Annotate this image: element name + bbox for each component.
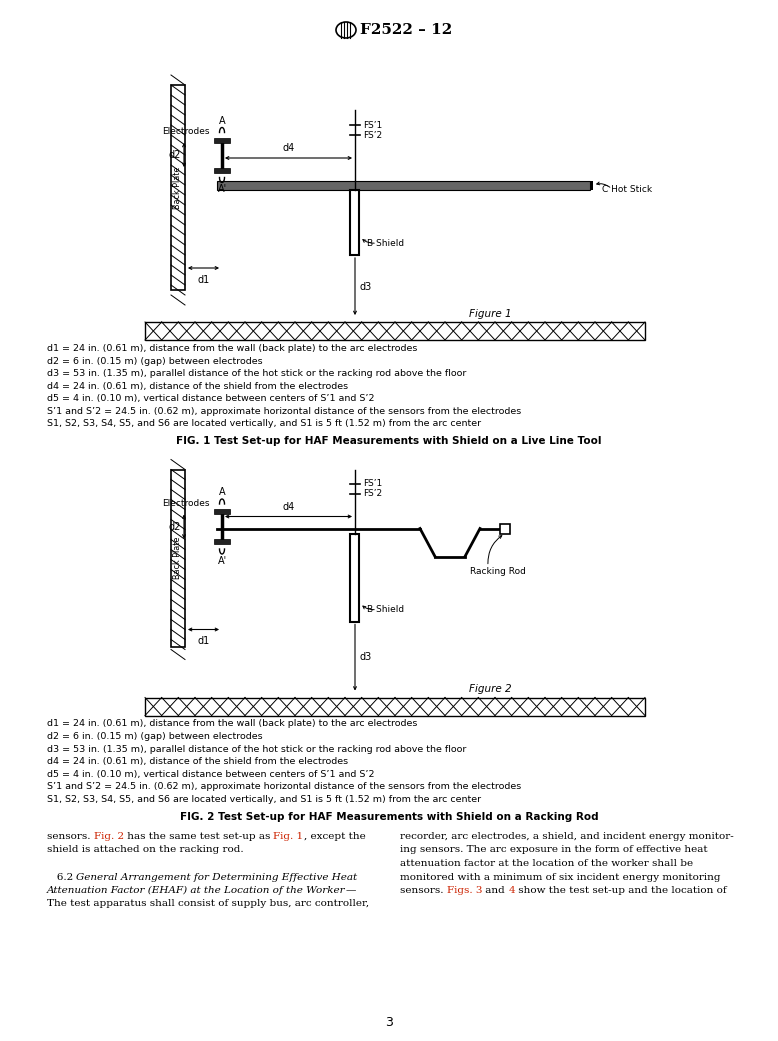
Bar [351, 533, 359, 621]
Text: Back Plate: Back Plate [173, 537, 183, 579]
Text: FIG. 2 Test Set-up for HAF Measurements with Shield on a Racking Rod: FIG. 2 Test Set-up for HAF Measurements … [180, 812, 598, 822]
Text: Figs. 3: Figs. 3 [447, 886, 482, 895]
Text: —: — [345, 886, 356, 895]
Text: General Arrangement for Determining Effective Heat: General Arrangement for Determining Effe… [76, 872, 358, 882]
Text: recorder, arc electrodes, a shield, and incident energy monitor-: recorder, arc electrodes, a shield, and … [400, 832, 734, 841]
Text: A: A [219, 487, 226, 497]
Text: Electrodes: Electrodes [163, 127, 210, 136]
Text: d2: d2 [169, 522, 181, 532]
Text: attenuation factor at the location of the worker shall be: attenuation factor at the location of th… [400, 859, 693, 868]
Text: Electrodes: Electrodes [163, 499, 210, 508]
Text: and: and [482, 886, 508, 895]
Text: FS’2: FS’2 [363, 489, 382, 498]
Text: FS’1: FS’1 [363, 479, 382, 488]
Text: d4: d4 [282, 502, 295, 511]
Text: Fig. 1: Fig. 1 [274, 832, 303, 841]
Text: d3: d3 [360, 653, 372, 662]
Text: d3 = 53 in. (1.35 m), parallel distance of the hot stick or the racking rod abov: d3 = 53 in. (1.35 m), parallel distance … [47, 744, 466, 754]
Text: 4: 4 [508, 886, 515, 895]
Text: sensors.: sensors. [47, 832, 94, 841]
Text: B Shield: B Shield [367, 605, 404, 614]
Text: 3: 3 [385, 1016, 393, 1029]
Text: B Shield: B Shield [367, 238, 404, 248]
Bar [214, 539, 230, 544]
Text: FS’2: FS’2 [363, 130, 382, 139]
Text: d2 = 6 in. (0.15 m) (gap) between electrodes: d2 = 6 in. (0.15 m) (gap) between electr… [47, 732, 263, 741]
Text: d4: d4 [282, 143, 295, 153]
Text: d1 = 24 in. (0.61 m), distance from the wall (back plate) to the arc electrodes: d1 = 24 in. (0.61 m), distance from the … [47, 719, 417, 729]
Bar [214, 168, 230, 173]
Bar [145, 322, 645, 340]
Text: 6.2: 6.2 [47, 872, 76, 882]
Text: A': A' [217, 556, 226, 566]
Bar [214, 509, 230, 514]
Text: FIG. 1 Test Set-up for HAF Measurements with Shield on a Live Line Tool: FIG. 1 Test Set-up for HAF Measurements … [177, 436, 601, 447]
Text: Back Plate: Back Plate [173, 167, 183, 208]
Text: d3: d3 [360, 281, 372, 291]
Bar [145, 697, 645, 715]
Text: C Hot Stick: C Hot Stick [602, 184, 652, 194]
Text: d1: d1 [198, 275, 209, 285]
Text: sensors.: sensors. [400, 886, 447, 895]
Text: A': A' [217, 184, 226, 195]
Text: Figure 1: Figure 1 [468, 309, 511, 319]
Text: d2: d2 [169, 150, 181, 160]
Text: Fig. 2: Fig. 2 [94, 832, 124, 841]
Bar [590, 180, 593, 189]
Text: d4 = 24 in. (0.61 m), distance of the shield from the electrodes: d4 = 24 in. (0.61 m), distance of the sh… [47, 381, 348, 390]
Text: d4 = 24 in. (0.61 m), distance of the shield from the electrodes: d4 = 24 in. (0.61 m), distance of the sh… [47, 757, 348, 766]
Text: A: A [219, 116, 226, 126]
Bar [214, 137, 230, 143]
Text: Figure 2: Figure 2 [468, 685, 511, 694]
Text: S’1 and S’2 = 24.5 in. (0.62 m), approximate horizontal distance of the sensors : S’1 and S’2 = 24.5 in. (0.62 m), approxi… [47, 782, 521, 791]
Text: , except the: , except the [303, 832, 366, 841]
Text: FS’1: FS’1 [363, 121, 382, 129]
Text: d1: d1 [198, 636, 209, 646]
Text: Racking Rod: Racking Rod [470, 566, 526, 576]
Bar [500, 524, 510, 533]
Bar [351, 191, 359, 255]
Bar [171, 85, 185, 290]
Text: S1, S2, S3, S4, S5, and S6 are located vertically, and S1 is 5 ft (1.52 m) from : S1, S2, S3, S4, S5, and S6 are located v… [47, 418, 481, 428]
Text: F2522 – 12: F2522 – 12 [360, 23, 452, 37]
Text: has the same test set-up as: has the same test set-up as [124, 832, 274, 841]
Text: d5 = 4 in. (0.10 m), vertical distance between centers of S’1 and S’2: d5 = 4 in. (0.10 m), vertical distance b… [47, 769, 374, 779]
Text: d5 = 4 in. (0.10 m), vertical distance between centers of S’1 and S’2: d5 = 4 in. (0.10 m), vertical distance b… [47, 393, 374, 403]
Text: Attenuation Factor (EHAF) at the Location of the Worker: Attenuation Factor (EHAF) at the Locatio… [47, 886, 345, 895]
Text: show the test set-up and the location of: show the test set-up and the location of [515, 886, 727, 895]
Text: d2 = 6 in. (0.15 m) (gap) between electrodes: d2 = 6 in. (0.15 m) (gap) between electr… [47, 356, 263, 365]
Bar [217, 180, 590, 189]
Text: S1, S2, S3, S4, S5, and S6 are located vertically, and S1 is 5 ft (1.52 m) from : S1, S2, S3, S4, S5, and S6 are located v… [47, 794, 481, 804]
Text: d1 = 24 in. (0.61 m), distance from the wall (back plate) to the arc electrodes: d1 = 24 in. (0.61 m), distance from the … [47, 344, 417, 353]
Text: d3 = 53 in. (1.35 m), parallel distance of the hot stick or the racking rod abov: d3 = 53 in. (1.35 m), parallel distance … [47, 369, 466, 378]
Text: monitored with a minimum of six incident energy monitoring: monitored with a minimum of six incident… [400, 872, 720, 882]
Text: ing sensors. The arc exposure in the form of effective heat: ing sensors. The arc exposure in the for… [400, 845, 708, 855]
Text: The test apparatus shall consist of supply bus, arc controller,: The test apparatus shall consist of supp… [47, 899, 369, 909]
Text: S’1 and S’2 = 24.5 in. (0.62 m), approximate horizontal distance of the sensors : S’1 and S’2 = 24.5 in. (0.62 m), approxi… [47, 406, 521, 415]
Bar [171, 469, 185, 646]
Text: shield is attached on the racking rod.: shield is attached on the racking rod. [47, 845, 244, 855]
